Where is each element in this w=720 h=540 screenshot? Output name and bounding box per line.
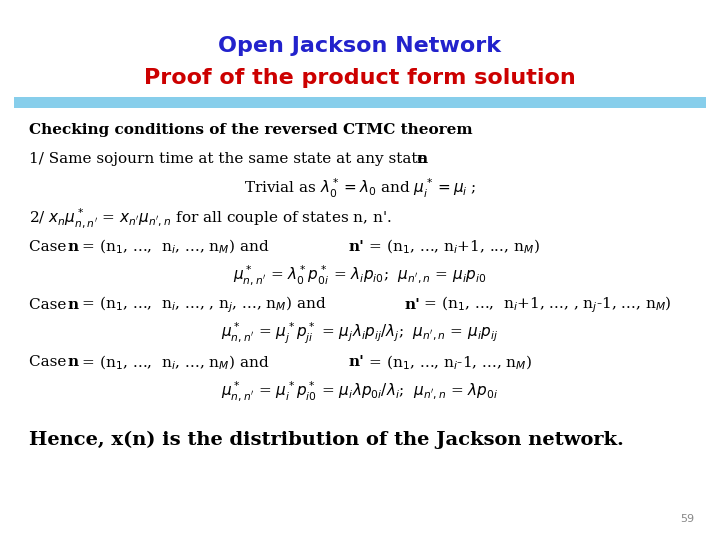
Text: Checking conditions of the reversed CTMC theorem: Checking conditions of the reversed CTMC… (29, 123, 472, 137)
Text: Case: Case (29, 355, 71, 369)
Text: n: n (68, 240, 78, 254)
Text: Proof of the product form solution: Proof of the product form solution (144, 68, 576, 89)
Text: 1/ Same sojourn time at the same state at any state: 1/ Same sojourn time at the same state a… (29, 152, 431, 166)
Text: 2/ $x_n\mu^*_{n,n'}$ = $x_{n'}\mu_{n',n}$ for all couple of states n, n'.: 2/ $x_n\mu^*_{n,n'}$ = $x_{n'}\mu_{n',n}… (29, 206, 392, 230)
Text: 59: 59 (680, 515, 695, 524)
Text: $\mu^*_{n,n'}$ = $\lambda^*_0 p^*_{0i}$ = $\lambda_i p_{i0}$;  $\mu_{n',n}$ = $\: $\mu^*_{n,n'}$ = $\lambda^*_0 p^*_{0i}$ … (233, 264, 487, 287)
Text: = (n$_1$, ..., n$_i$+1, ..., n$_M$): = (n$_1$, ..., n$_i$+1, ..., n$_M$) (364, 238, 539, 256)
Text: n: n (416, 152, 427, 166)
Text: Case: Case (29, 240, 71, 254)
Text: = (n$_1$, ...,  n$_i$, ..., n$_M$) and: = (n$_1$, ..., n$_i$, ..., n$_M$) and (77, 353, 270, 372)
Text: = (n$_1$, ...,  n$_i$, ..., , n$_j$, ..., n$_M$) and: = (n$_1$, ..., n$_i$, ..., , n$_j$, ...,… (77, 294, 327, 315)
Text: n': n' (348, 355, 364, 369)
Text: Case: Case (29, 298, 71, 312)
FancyBboxPatch shape (14, 97, 706, 108)
Text: = (n$_1$, ...,  n$_i$, ..., n$_M$) and: = (n$_1$, ..., n$_i$, ..., n$_M$) and (77, 238, 270, 256)
Text: = (n$_1$, ...,  n$_i$+1, ..., , n$_j$-1, ..., n$_M$): = (n$_1$, ..., n$_i$+1, ..., , n$_j$-1, … (419, 294, 672, 315)
Text: n: n (68, 355, 78, 369)
Text: n': n' (405, 298, 420, 312)
Text: Hence, x(n) is the distribution of the Jackson network.: Hence, x(n) is the distribution of the J… (29, 431, 624, 449)
Text: Open Jackson Network: Open Jackson Network (218, 36, 502, 56)
Text: n': n' (348, 240, 364, 254)
Text: $\mu^*_{n,n'}$ = $\mu^*_i p^*_{i0}$ = $\mu_i\lambda p_{0i}/\lambda_i$;  $\mu_{n': $\mu^*_{n,n'}$ = $\mu^*_i p^*_{i0}$ = $\… (221, 379, 499, 403)
Text: n: n (68, 298, 78, 312)
Text: = (n$_1$, ..., n$_i$-1, ..., n$_M$): = (n$_1$, ..., n$_i$-1, ..., n$_M$) (364, 353, 532, 372)
Text: $\mu^*_{n,n'}$ = $\mu^*_j p^*_{ji}$ = $\mu_j\lambda_i p_{ij}/\lambda_j$;  $\mu_{: $\mu^*_{n,n'}$ = $\mu^*_j p^*_{ji}$ = $\… (222, 321, 498, 346)
Text: Trivial as $\lambda^*_0 = \lambda_0$ and $\mu^*_i = \mu_i$ ;: Trivial as $\lambda^*_0 = \lambda_0$ and… (243, 177, 477, 200)
